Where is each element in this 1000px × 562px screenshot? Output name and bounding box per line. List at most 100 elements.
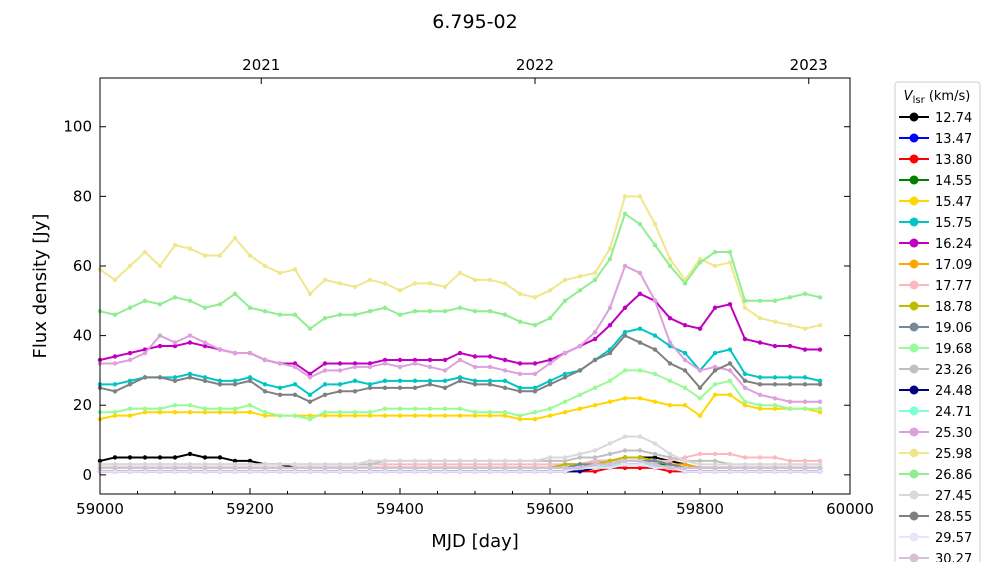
data-point <box>457 406 463 411</box>
data-point <box>112 465 118 471</box>
legend-label: 15.47 <box>935 195 972 210</box>
data-point <box>142 350 148 356</box>
data-point <box>517 389 523 394</box>
data-point <box>547 458 553 464</box>
data-point <box>667 316 673 321</box>
data-point <box>337 312 343 317</box>
data-point <box>637 448 643 453</box>
data-point <box>127 382 133 387</box>
data-point <box>772 465 778 471</box>
data-point <box>157 406 163 411</box>
data-point <box>202 469 208 474</box>
data-point <box>277 465 283 471</box>
data-point <box>322 368 328 373</box>
data-point <box>157 333 163 338</box>
data-point <box>322 462 328 467</box>
data-point <box>142 375 148 380</box>
data-point <box>397 413 403 418</box>
data-point <box>652 222 658 227</box>
data-point <box>247 462 253 467</box>
data-point <box>457 469 463 474</box>
data-point <box>427 413 433 418</box>
data-point <box>382 458 388 464</box>
data-point <box>817 465 823 471</box>
data-point <box>202 340 208 345</box>
data-point <box>337 465 343 471</box>
data-point <box>352 361 358 366</box>
data-point <box>712 263 718 269</box>
data-point <box>742 399 748 404</box>
data-point <box>367 465 373 471</box>
data-point <box>622 329 628 335</box>
data-point <box>562 465 568 471</box>
legend-marker <box>909 406 919 416</box>
data-point <box>352 413 358 418</box>
data-point <box>307 465 313 471</box>
data-point <box>637 368 643 373</box>
data-point <box>247 253 253 258</box>
data-point <box>697 462 703 467</box>
data-point <box>157 302 163 307</box>
data-point <box>367 409 373 415</box>
data-point <box>262 263 268 269</box>
data-point <box>352 364 358 370</box>
legend-marker <box>909 490 919 500</box>
data-point <box>502 312 508 317</box>
data-point <box>112 312 118 317</box>
data-point <box>277 469 283 474</box>
data-point <box>772 455 778 460</box>
data-point <box>262 309 268 314</box>
data-point <box>112 361 118 366</box>
data-point <box>217 455 223 460</box>
data-point <box>502 378 508 384</box>
data-point <box>202 378 208 384</box>
data-point <box>622 263 628 269</box>
data-point <box>622 396 628 401</box>
data-point <box>262 465 268 471</box>
legend-label: 14.55 <box>935 174 972 189</box>
data-point <box>442 462 448 467</box>
data-point <box>772 375 778 380</box>
data-point <box>412 465 418 471</box>
data-point <box>592 403 598 408</box>
data-point <box>727 361 733 366</box>
data-point <box>172 462 178 467</box>
data-point <box>427 357 433 363</box>
data-point <box>427 382 433 387</box>
data-point <box>637 434 643 439</box>
data-point <box>637 396 643 401</box>
data-point <box>697 326 703 331</box>
data-point <box>112 382 118 387</box>
data-point <box>727 378 733 384</box>
legend-marker <box>909 511 919 521</box>
legend-item: 17.09 <box>899 258 972 273</box>
data-point <box>697 368 703 373</box>
data-point <box>562 371 568 377</box>
data-point <box>292 469 298 474</box>
data-point <box>562 399 568 404</box>
data-point <box>682 462 688 467</box>
data-point <box>667 455 673 460</box>
data-point <box>652 242 658 248</box>
data-point <box>667 263 673 269</box>
data-point <box>652 465 658 471</box>
data-point <box>202 343 208 349</box>
data-point <box>562 298 568 303</box>
data-point <box>382 361 388 366</box>
axes-layer: 59000 59200 59400 59600 59800 60000 0 20 40 60 80 1… <box>63 56 874 518</box>
data-point <box>742 462 748 467</box>
data-point <box>607 350 613 356</box>
data-point <box>187 298 193 303</box>
data-point <box>412 406 418 411</box>
data-point <box>577 343 583 349</box>
data-point <box>697 458 703 464</box>
data-point <box>532 371 538 377</box>
data-point <box>322 413 328 418</box>
data-point <box>697 385 703 391</box>
data-point <box>442 378 448 384</box>
data-point <box>247 403 253 408</box>
legend-marker <box>909 154 919 164</box>
data-point <box>397 288 403 293</box>
data-point <box>427 309 433 314</box>
data-point <box>667 465 673 471</box>
